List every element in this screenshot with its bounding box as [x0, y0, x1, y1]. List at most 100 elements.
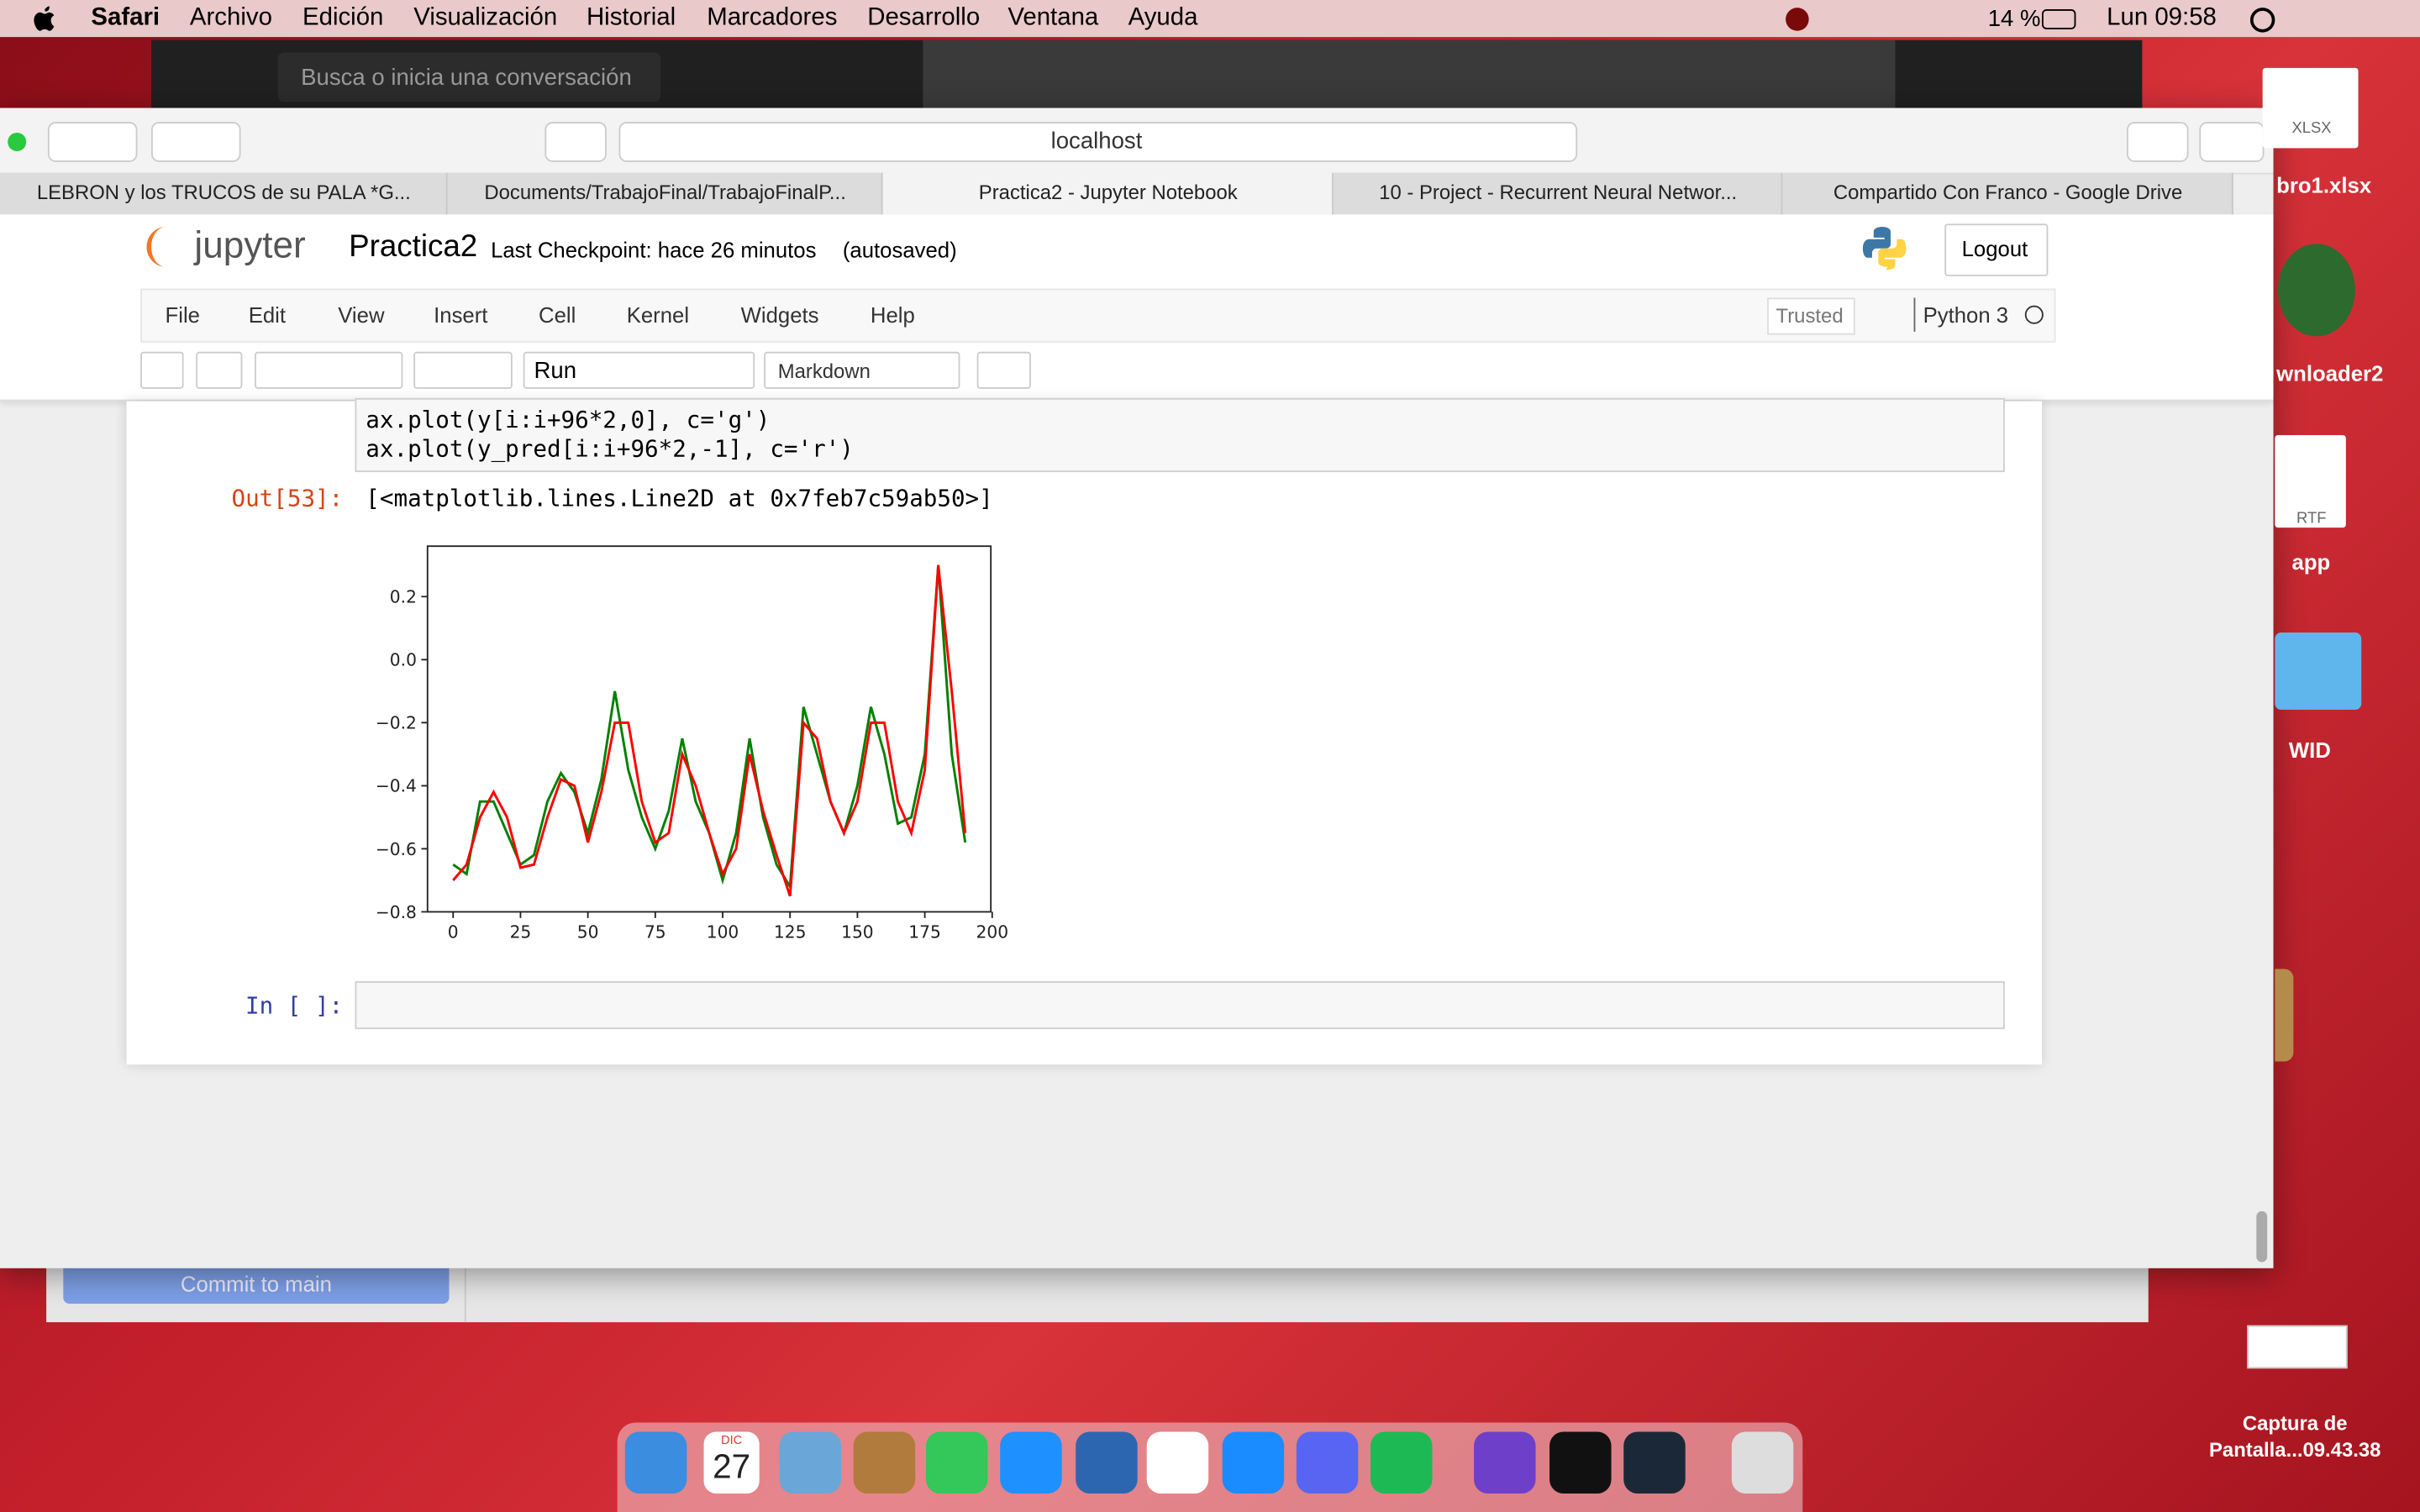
dock-icon[interactable]: [1000, 1431, 1062, 1494]
tabs-overview-button[interactable]: [2199, 122, 2265, 162]
address-bar[interactable]: [618, 122, 1578, 162]
dock-icon[interactable]: [1296, 1431, 1359, 1494]
cell-type-select[interactable]: [764, 351, 960, 389]
battery-text: 14 %: [1987, 6, 2041, 33]
x-tick-label: 125: [774, 922, 807, 942]
x-tick-label: 25: [510, 922, 532, 942]
run-controls[interactable]: [523, 351, 755, 389]
python-logo: [1862, 227, 1907, 270]
clock: Lun 09:58: [2107, 4, 2217, 31]
dock-icon[interactable]: [624, 1431, 687, 1494]
dock-icon[interactable]: [1731, 1431, 1794, 1494]
file-icon[interactable]: [2275, 434, 2346, 528]
y-tick-label: −0.6: [376, 839, 417, 859]
jupyter-menu-item[interactable]: File: [165, 302, 200, 328]
menu-item[interactable]: Visualización: [413, 4, 558, 31]
in-prompt: In [ ]:: [245, 992, 344, 1021]
scrollbar[interactable]: [2256, 1210, 2268, 1263]
sidebar-button[interactable]: [151, 122, 241, 162]
jupyter-menu-item[interactable]: Cell: [539, 302, 576, 328]
menu-item[interactable]: Ayuda: [1128, 4, 1198, 31]
y-tick-label: −0.4: [376, 776, 417, 796]
menu-item[interactable]: Historial: [586, 4, 676, 31]
icon-label: bro1.xlsx: [2276, 172, 2372, 198]
jupyter-menu-item[interactable]: Help: [870, 302, 915, 328]
app-icon[interactable]: [2278, 244, 2355, 337]
dock-icon[interactable]: [1222, 1431, 1285, 1494]
checkpoint: Last Checkpoint: hace 26 minutos: [491, 237, 817, 263]
save-button[interactable]: [140, 351, 184, 389]
code-cell-input[interactable]: [355, 397, 2005, 473]
dock-icon[interactable]: [926, 1431, 988, 1494]
browser-tab[interactable]: [1333, 172, 1783, 215]
nav-buttons[interactable]: [47, 122, 138, 162]
remote-screen-preview: [923, 39, 1896, 108]
trusted-label: Trusted: [1776, 303, 1844, 328]
jupyter-logo-mark: [146, 227, 185, 267]
move-buttons[interactable]: [413, 351, 513, 389]
jupyter-menu-item[interactable]: Widgets: [740, 302, 819, 328]
apple-logo[interactable]: [31, 5, 55, 33]
menu-item[interactable]: Marcadores: [707, 4, 838, 31]
file-icon[interactable]: [2262, 67, 2359, 149]
dock-icon[interactable]: [1146, 1431, 1209, 1494]
screenshot-thumbnail[interactable]: [2247, 1325, 2348, 1369]
jupyter-menu-item[interactable]: View: [338, 302, 385, 328]
dock-icon[interactable]: [1623, 1431, 1686, 1494]
notebook-name[interactable]: Practica2: [349, 229, 478, 265]
jupyter-logo-text[interactable]: jupyter: [194, 225, 306, 267]
tab-title: LEBRON y los TRUCOS de su PALA *G...: [36, 180, 411, 204]
x-tick-label: 150: [841, 922, 874, 942]
menu-item[interactable]: Archivo: [189, 4, 272, 31]
status-icon[interactable]: [1786, 8, 1809, 31]
browser-tab[interactable]: [882, 172, 1334, 215]
jupyter-menu-item[interactable]: Kernel: [626, 302, 690, 328]
out-prompt: Out[53]:: [231, 484, 344, 512]
browser-tab[interactable]: [1782, 172, 2233, 215]
browser-tab[interactable]: [447, 172, 883, 215]
commit-button[interactable]: [63, 1262, 450, 1305]
menu-item[interactable]: Desarrollo: [867, 4, 981, 31]
insert-cell-button[interactable]: [196, 351, 243, 389]
keyboard-button[interactable]: [976, 351, 1031, 389]
icon-label: Captura de: [2242, 1411, 2348, 1436]
jupyter-menu-item[interactable]: Insert: [434, 302, 488, 328]
x-tick-label: 175: [908, 922, 941, 942]
window-zoom-button[interactable]: [8, 132, 27, 152]
plot-area: [426, 545, 992, 913]
cut-copy-paste-buttons[interactable]: [255, 351, 403, 389]
calendar-day: 27: [713, 1446, 751, 1486]
calendar-icon[interactable]: [703, 1431, 760, 1494]
x-tick-label: 100: [707, 922, 739, 942]
search-box[interactable]: [277, 52, 661, 102]
empty-cell-input[interactable]: [355, 981, 2005, 1030]
search-icon[interactable]: [2249, 8, 2275, 33]
dock-icon[interactable]: [1076, 1431, 1138, 1494]
browser-tab[interactable]: [0, 172, 448, 215]
divider: [464, 1257, 466, 1323]
share-button[interactable]: [2127, 122, 2189, 162]
menu-app-name[interactable]: Safari: [91, 4, 160, 31]
menu-item[interactable]: Edición: [302, 4, 384, 31]
icon-label: WID: [2288, 737, 2331, 763]
code-line: ax.plot(y_pred[i:i+96*2,-1], c='r'): [366, 434, 854, 464]
dock-icon[interactable]: [853, 1431, 916, 1494]
dock-icon[interactable]: [1474, 1431, 1536, 1494]
dock-icon[interactable]: [1549, 1431, 1612, 1494]
logout-button[interactable]: [1944, 223, 2049, 276]
jupyter-menu-item[interactable]: Edit: [248, 302, 287, 328]
folder-icon[interactable]: [2275, 633, 2362, 710]
privacy-button[interactable]: [544, 122, 607, 162]
autosaved: (autosaved): [842, 237, 957, 263]
dock-icon[interactable]: [1370, 1431, 1433, 1494]
menu-item[interactable]: Ventana: [1007, 4, 1099, 31]
battery-icon: [2042, 9, 2076, 29]
trusted-badge[interactable]: [1767, 297, 1855, 335]
dock-icon[interactable]: [779, 1431, 842, 1494]
icon-label: app: [2291, 549, 2331, 575]
app-icon[interactable]: [2275, 969, 2294, 1062]
code-line: ax.plot(y[i:i+96*2,0], c='g'): [366, 406, 771, 434]
